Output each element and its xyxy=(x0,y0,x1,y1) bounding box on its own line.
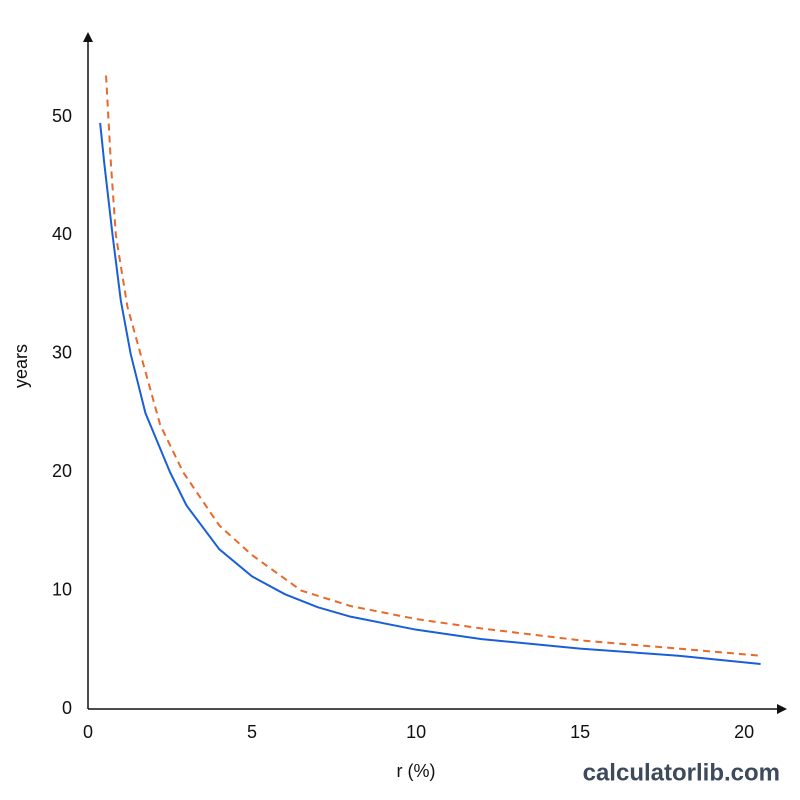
y-axis-arrow xyxy=(83,32,93,42)
y-axis-label: years xyxy=(11,344,31,388)
x-tick-label: 15 xyxy=(570,722,590,742)
y-tick-label: 0 xyxy=(62,698,72,718)
x-axis-label: r (%) xyxy=(397,761,436,781)
y-tick-label: 10 xyxy=(52,579,72,599)
y-tick-label: 50 xyxy=(52,106,72,126)
x-tick-label: 20 xyxy=(734,722,754,742)
y-tick-label: 30 xyxy=(52,343,72,363)
x-axis-arrow xyxy=(777,704,787,714)
x-tick-label: 5 xyxy=(247,722,257,742)
y-tick-label: 20 xyxy=(52,461,72,481)
y-tick-label: 40 xyxy=(52,224,72,244)
series-line xyxy=(99,122,761,666)
x-tick-label: 0 xyxy=(83,722,93,742)
series-line xyxy=(105,75,761,657)
watermark: calculatorlib.com xyxy=(583,759,780,786)
x-tick-label: 10 xyxy=(406,722,426,742)
